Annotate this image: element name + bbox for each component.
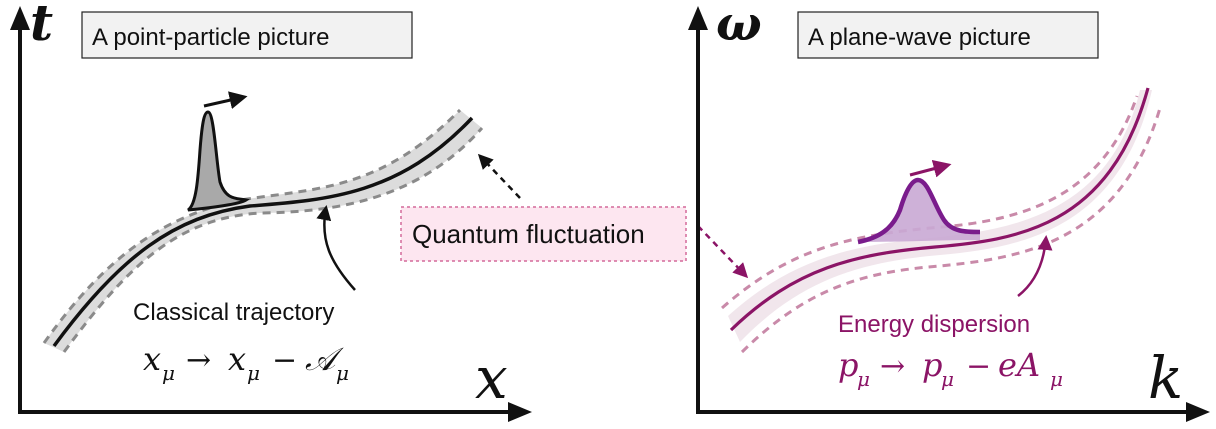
right-formula: p μ → p μ − eA μ xyxy=(838,346,1063,391)
left-title-text: A point-particle picture xyxy=(92,24,329,51)
left-formula-var-2: x xyxy=(228,340,246,378)
right-panel: ω k A plane-wave picture Energy dispersi… xyxy=(688,0,1210,422)
left-axis-x-label: x xyxy=(475,344,508,412)
left-fluctuation-band xyxy=(44,110,482,352)
left-formula-sub-2: μ xyxy=(247,361,260,385)
left-classical-trajectory xyxy=(52,116,474,348)
left-formula: x μ → x μ − 𝒜 μ xyxy=(143,340,349,385)
right-wave-packet-outline xyxy=(857,177,981,245)
right-dispersion-curve xyxy=(729,87,1150,332)
right-title-text: A plane-wave picture xyxy=(808,24,1031,51)
left-caption: Classical trajectory xyxy=(133,299,334,326)
left-motion-arrow xyxy=(203,91,248,109)
right-axis-x-label: k xyxy=(1148,344,1183,412)
center-label-group: Quantum fluctuation xyxy=(400,153,749,279)
right-formula-var-2: p xyxy=(922,346,942,384)
left-x-axis-arrowhead xyxy=(508,402,532,422)
right-formula-minus: − xyxy=(966,349,991,384)
left-formula-var-1: x xyxy=(143,340,161,378)
right-formula-sub-3: μ xyxy=(1050,367,1063,391)
right-caption: Energy dispersion xyxy=(838,311,1030,338)
right-x-axis-arrowhead xyxy=(1186,402,1210,422)
left-title-box xyxy=(81,11,413,59)
left-panel: t x A point-particle picture Classical t… xyxy=(10,0,532,422)
right-formula-var-1: p xyxy=(838,346,858,384)
right-fluctuation-pointer xyxy=(697,225,749,279)
right-formula-gauge: eA xyxy=(998,346,1040,384)
left-formula-sub-1: μ xyxy=(162,361,175,385)
quantum-fluctuation-label: Quantum fluctuation xyxy=(412,219,645,249)
left-formula-minus: − xyxy=(272,343,297,378)
right-pointer-arrow xyxy=(1017,235,1053,297)
left-formula-arrow: → xyxy=(186,343,211,378)
right-axis-y-label: ω xyxy=(716,0,762,52)
left-wave-packet xyxy=(186,110,250,212)
right-title-box xyxy=(797,11,1099,59)
left-dashed-lower xyxy=(62,127,484,353)
left-y-axis-arrowhead xyxy=(10,6,30,30)
left-axis-y-label: t xyxy=(30,0,53,52)
quantum-fluctuation-box xyxy=(400,206,687,262)
right-formula-sub-1: μ xyxy=(857,367,870,391)
right-formula-arrow: → xyxy=(880,349,905,384)
left-formula-sub-3: μ xyxy=(336,361,349,385)
right-motion-arrow xyxy=(909,159,952,178)
left-fluctuation-pointer xyxy=(477,153,521,199)
right-dashed-lower xyxy=(740,107,1162,354)
left-pointer-arrow xyxy=(316,205,356,291)
right-formula-sub-2: μ xyxy=(941,367,954,391)
right-fluctuation-band xyxy=(728,90,1152,342)
right-y-axis-arrowhead xyxy=(688,6,708,30)
